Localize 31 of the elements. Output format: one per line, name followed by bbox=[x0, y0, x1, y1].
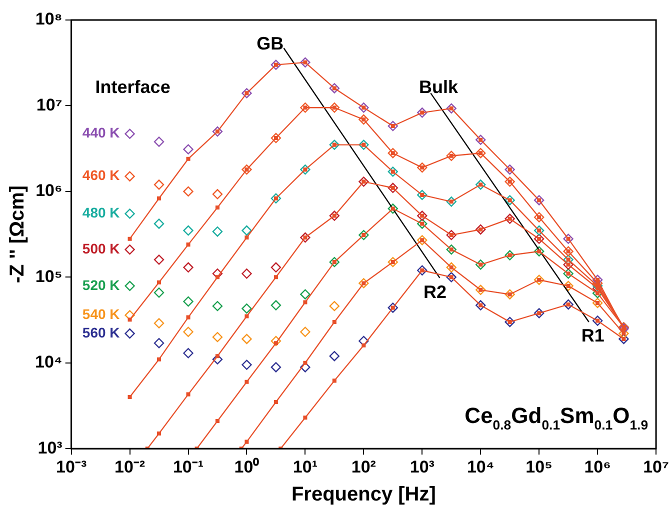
x-tick-label: 10⁴ bbox=[466, 457, 494, 476]
series-label: 500 K bbox=[82, 240, 120, 256]
series-label: 460 K bbox=[82, 167, 120, 184]
y-tick-label: 10⁸ bbox=[35, 10, 62, 29]
x-tick-label: 10¹ bbox=[292, 457, 318, 476]
annotation: Interface bbox=[95, 77, 170, 98]
y-tick-label: 10⁶ bbox=[36, 181, 62, 200]
annotation: R2 bbox=[424, 282, 447, 302]
x-tick-label: 10⁻³ bbox=[56, 457, 87, 476]
x-tick-label: 10⁵ bbox=[526, 457, 553, 476]
annotation: GB bbox=[256, 33, 284, 54]
x-tick-label: 10⁰ bbox=[234, 457, 260, 476]
y-tick-label: 10⁴ bbox=[34, 352, 62, 372]
y-tick-label: 10³ bbox=[38, 438, 63, 458]
series-label: 480 K bbox=[82, 204, 120, 221]
y-tick-label: 10⁵ bbox=[35, 266, 62, 286]
x-tick-label: 10⁻¹ bbox=[172, 457, 204, 476]
x-tick-label: 10³ bbox=[410, 457, 435, 476]
annotation: Bulk bbox=[419, 77, 460, 98]
x-tick-label: 10⁻² bbox=[114, 457, 146, 476]
x-tick-label: 10² bbox=[351, 457, 376, 476]
y-axis-title: -Z '' [Ωcm] bbox=[6, 185, 29, 284]
x-axis-title: Frequency [Hz] bbox=[291, 484, 436, 506]
y-tick-label: 10⁷ bbox=[36, 95, 62, 114]
series-label: 540 K bbox=[82, 306, 120, 322]
x-tick-label: 10⁶ bbox=[584, 457, 611, 476]
series-label: 520 K bbox=[82, 276, 120, 293]
x-tick-label: 10⁷ bbox=[643, 457, 670, 476]
annotation: R1 bbox=[581, 326, 604, 346]
series-label: 440 K bbox=[82, 124, 120, 141]
series-label: 560 K bbox=[82, 324, 120, 340]
